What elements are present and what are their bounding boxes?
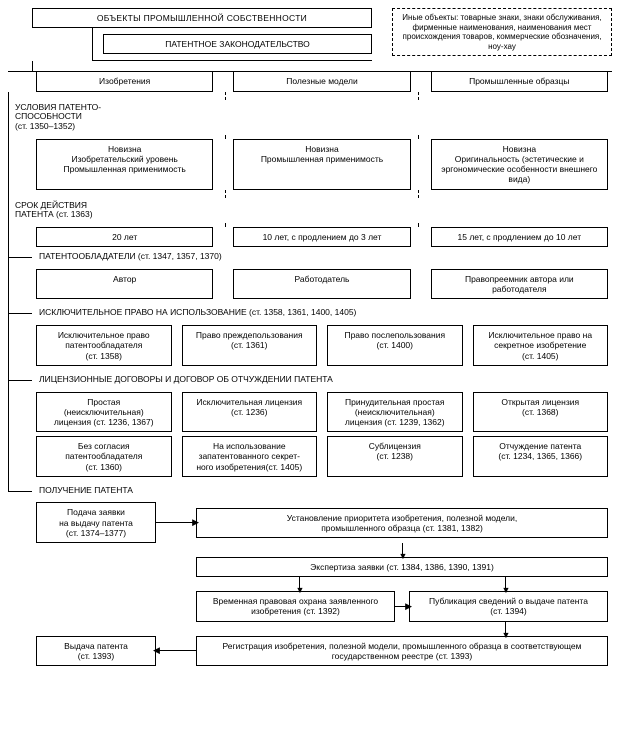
arrow-down-icon: ▼ bbox=[505, 622, 506, 636]
lic-r1b3: Принудительная простая (неисключительная… bbox=[327, 392, 463, 433]
label-term: СРОК ДЕЙСТВИЯ ПАТЕНТА (ст. 1363) bbox=[8, 198, 612, 224]
label-holders: ПАТЕНТООБЛАДАТЕЛИ (ст. 1347, 1357, 1370) bbox=[32, 249, 612, 265]
step-temp-protection: Временная правовая охрана заявленного из… bbox=[196, 591, 395, 621]
step-registration: Регистрация изобретения, полезной модели… bbox=[196, 636, 608, 666]
holder-author: Автор bbox=[36, 269, 213, 299]
patentability-c1: Новизна Изобретательский уровень Промышл… bbox=[36, 139, 213, 190]
lic-r1b1: Простая (неисключительная) лицензия (ст.… bbox=[36, 392, 172, 433]
lic-r2b4: Отчуждение патента (ст. 1234, 1365, 1366… bbox=[473, 436, 609, 477]
lic-r1b4: Открытая лицензия (ст. 1368) bbox=[473, 392, 609, 433]
term-c1: 20 лет bbox=[36, 227, 213, 247]
holder-employer: Работодатель bbox=[233, 269, 410, 299]
arrow-down-icon: ▼ bbox=[299, 577, 300, 591]
label-licenses: ЛИЦЕНЗИОННЫЕ ДОГОВОРЫ И ДОГОВОР ОБ ОТЧУЖ… bbox=[32, 372, 612, 388]
label-exclusive: ИСКЛЮЧИТЕЛЬНОЕ ПРАВО НА ИСПОЛЬЗОВАНИЕ (с… bbox=[32, 305, 612, 321]
patentability-c2: Новизна Промышленная применимость bbox=[233, 139, 410, 190]
step-issue: Выдача патента (ст. 1393) bbox=[36, 636, 156, 666]
label-obtaining: ПОЛУЧЕНИЕ ПАТЕНТА bbox=[32, 483, 612, 499]
holder-successor: Правопреемник автора или работодателя bbox=[431, 269, 608, 299]
term-c2: 10 лет, с продлением до 3 лет bbox=[233, 227, 410, 247]
arrow-icon: ◀ bbox=[156, 650, 196, 651]
patentability-c3: Новизна Оригинальность (эстетические и э… bbox=[431, 139, 608, 190]
arrow-icon: ▶ bbox=[156, 522, 196, 523]
arrow-icon: ▶ bbox=[395, 606, 409, 607]
other-objects: Иные объекты: товарные знаки, знаки обсл… bbox=[392, 8, 612, 56]
header-title: ОБЪЕКТЫ ПРОМЫШЛЕННОЙ СОБСТВЕННОСТИ bbox=[32, 8, 372, 28]
cat-designs: Промышленные образцы bbox=[431, 71, 608, 91]
term-c3: 15 лет, с продлением до 10 лет bbox=[431, 227, 608, 247]
label-patentability: УСЛОВИЯ ПАТЕНТО- СПОСОБНОСТИ (ст. 1350–1… bbox=[8, 100, 612, 135]
excl-b4: Исключительное право на секретное изобре… bbox=[473, 325, 609, 366]
arrow-down-icon: ▼ bbox=[505, 577, 506, 591]
lic-r2b3: Сублицензия (ст. 1238) bbox=[327, 436, 463, 477]
lic-r1b2: Исключительная лицензия (ст. 1236) bbox=[182, 392, 318, 433]
lic-r2b1: Без согласия патентообладателя (ст. 1360… bbox=[36, 436, 172, 477]
header-subtitle: ПАТЕНТНОЕ ЗАКОНОДАТЕЛЬСТВО bbox=[103, 34, 372, 54]
step-priority: Установление приоритета изобретения, пол… bbox=[196, 508, 608, 538]
excl-b3: Право послепользования (ст. 1400) bbox=[327, 325, 463, 366]
step-publication: Публикация сведений о выдаче патента (ст… bbox=[409, 591, 608, 621]
cat-utility-models: Полезные модели bbox=[233, 71, 410, 91]
excl-b2: Право преждепользования (ст. 1361) bbox=[182, 325, 318, 366]
lic-r2b2: На использование запатентованного секрет… bbox=[182, 436, 318, 477]
arrow-down-icon: ▼ bbox=[402, 543, 403, 557]
excl-b1: Исключительное право патентообладателя (… bbox=[36, 325, 172, 366]
step-application: Подача заявки на выдачу патента (ст. 137… bbox=[36, 502, 156, 543]
cat-inventions: Изобретения bbox=[36, 71, 213, 91]
